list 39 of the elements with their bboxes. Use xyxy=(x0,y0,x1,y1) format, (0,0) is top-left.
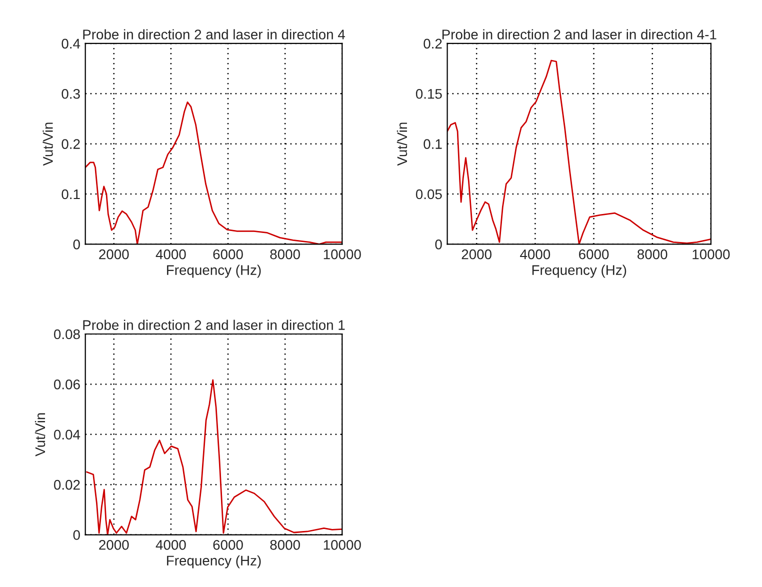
x-tick-label: 6000 xyxy=(213,540,243,550)
y-tick-label: 0.04 xyxy=(54,430,80,440)
x-tick-label: 8000 xyxy=(270,540,300,550)
x-tick-label: 4000 xyxy=(156,540,186,550)
y-tick-label: 0.05 xyxy=(416,189,442,200)
x-tick-label: 2000 xyxy=(99,249,129,260)
y-tick-label: 0.3 xyxy=(62,88,80,99)
y-tick-label: 0 xyxy=(73,530,80,540)
y-tick-label: 0 xyxy=(435,240,442,250)
chart-title: Probe in direction 2 and laser in direction 1 xyxy=(83,320,345,330)
y-tick-label: 0.2 xyxy=(424,38,442,49)
x-axis-title: Frequency (Hz) xyxy=(532,264,626,278)
y-tick-label: 0.4 xyxy=(62,38,80,49)
x-tick-label: 6000 xyxy=(213,249,243,260)
x-tick-label: 10000 xyxy=(324,540,361,550)
y-axis-title: Vut/Vin xyxy=(42,122,53,166)
chart-title: Probe in direction 2 and laser in direction 4 xyxy=(83,29,345,40)
x-tick-label: 8000 xyxy=(638,249,668,260)
y-axis-title: Vut/Vin xyxy=(396,122,408,166)
x-axis-title: Frequency (Hz) xyxy=(167,264,261,278)
y-tick-label: 0.06 xyxy=(54,380,80,390)
x-tick-label: 10000 xyxy=(692,249,730,260)
x-tick-label: 8000 xyxy=(270,249,300,260)
y-tick-label: 0.1 xyxy=(62,189,80,200)
x-tick-label: 4000 xyxy=(520,249,550,260)
chart-title: Probe in direction 2 and laser in direction 4-1 xyxy=(442,29,716,40)
y-tick-label: 0.1 xyxy=(424,139,442,149)
y-axis-title: Vut/Vin xyxy=(34,413,46,456)
y-tick-label: 0 xyxy=(73,240,80,250)
y-tick-label: 0.02 xyxy=(54,480,80,490)
x-axis-title: Frequency (Hz) xyxy=(167,555,261,568)
x-tick-label: 4000 xyxy=(156,249,186,260)
x-tick-label: 2000 xyxy=(99,540,129,550)
x-tick-label: 6000 xyxy=(579,249,609,260)
y-tick-label: 0.2 xyxy=(62,139,80,149)
y-tick-label: 0.08 xyxy=(54,329,80,340)
x-tick-label: 10000 xyxy=(324,249,361,260)
y-tick-label: 0.15 xyxy=(416,88,442,99)
x-tick-label: 2000 xyxy=(462,249,492,260)
